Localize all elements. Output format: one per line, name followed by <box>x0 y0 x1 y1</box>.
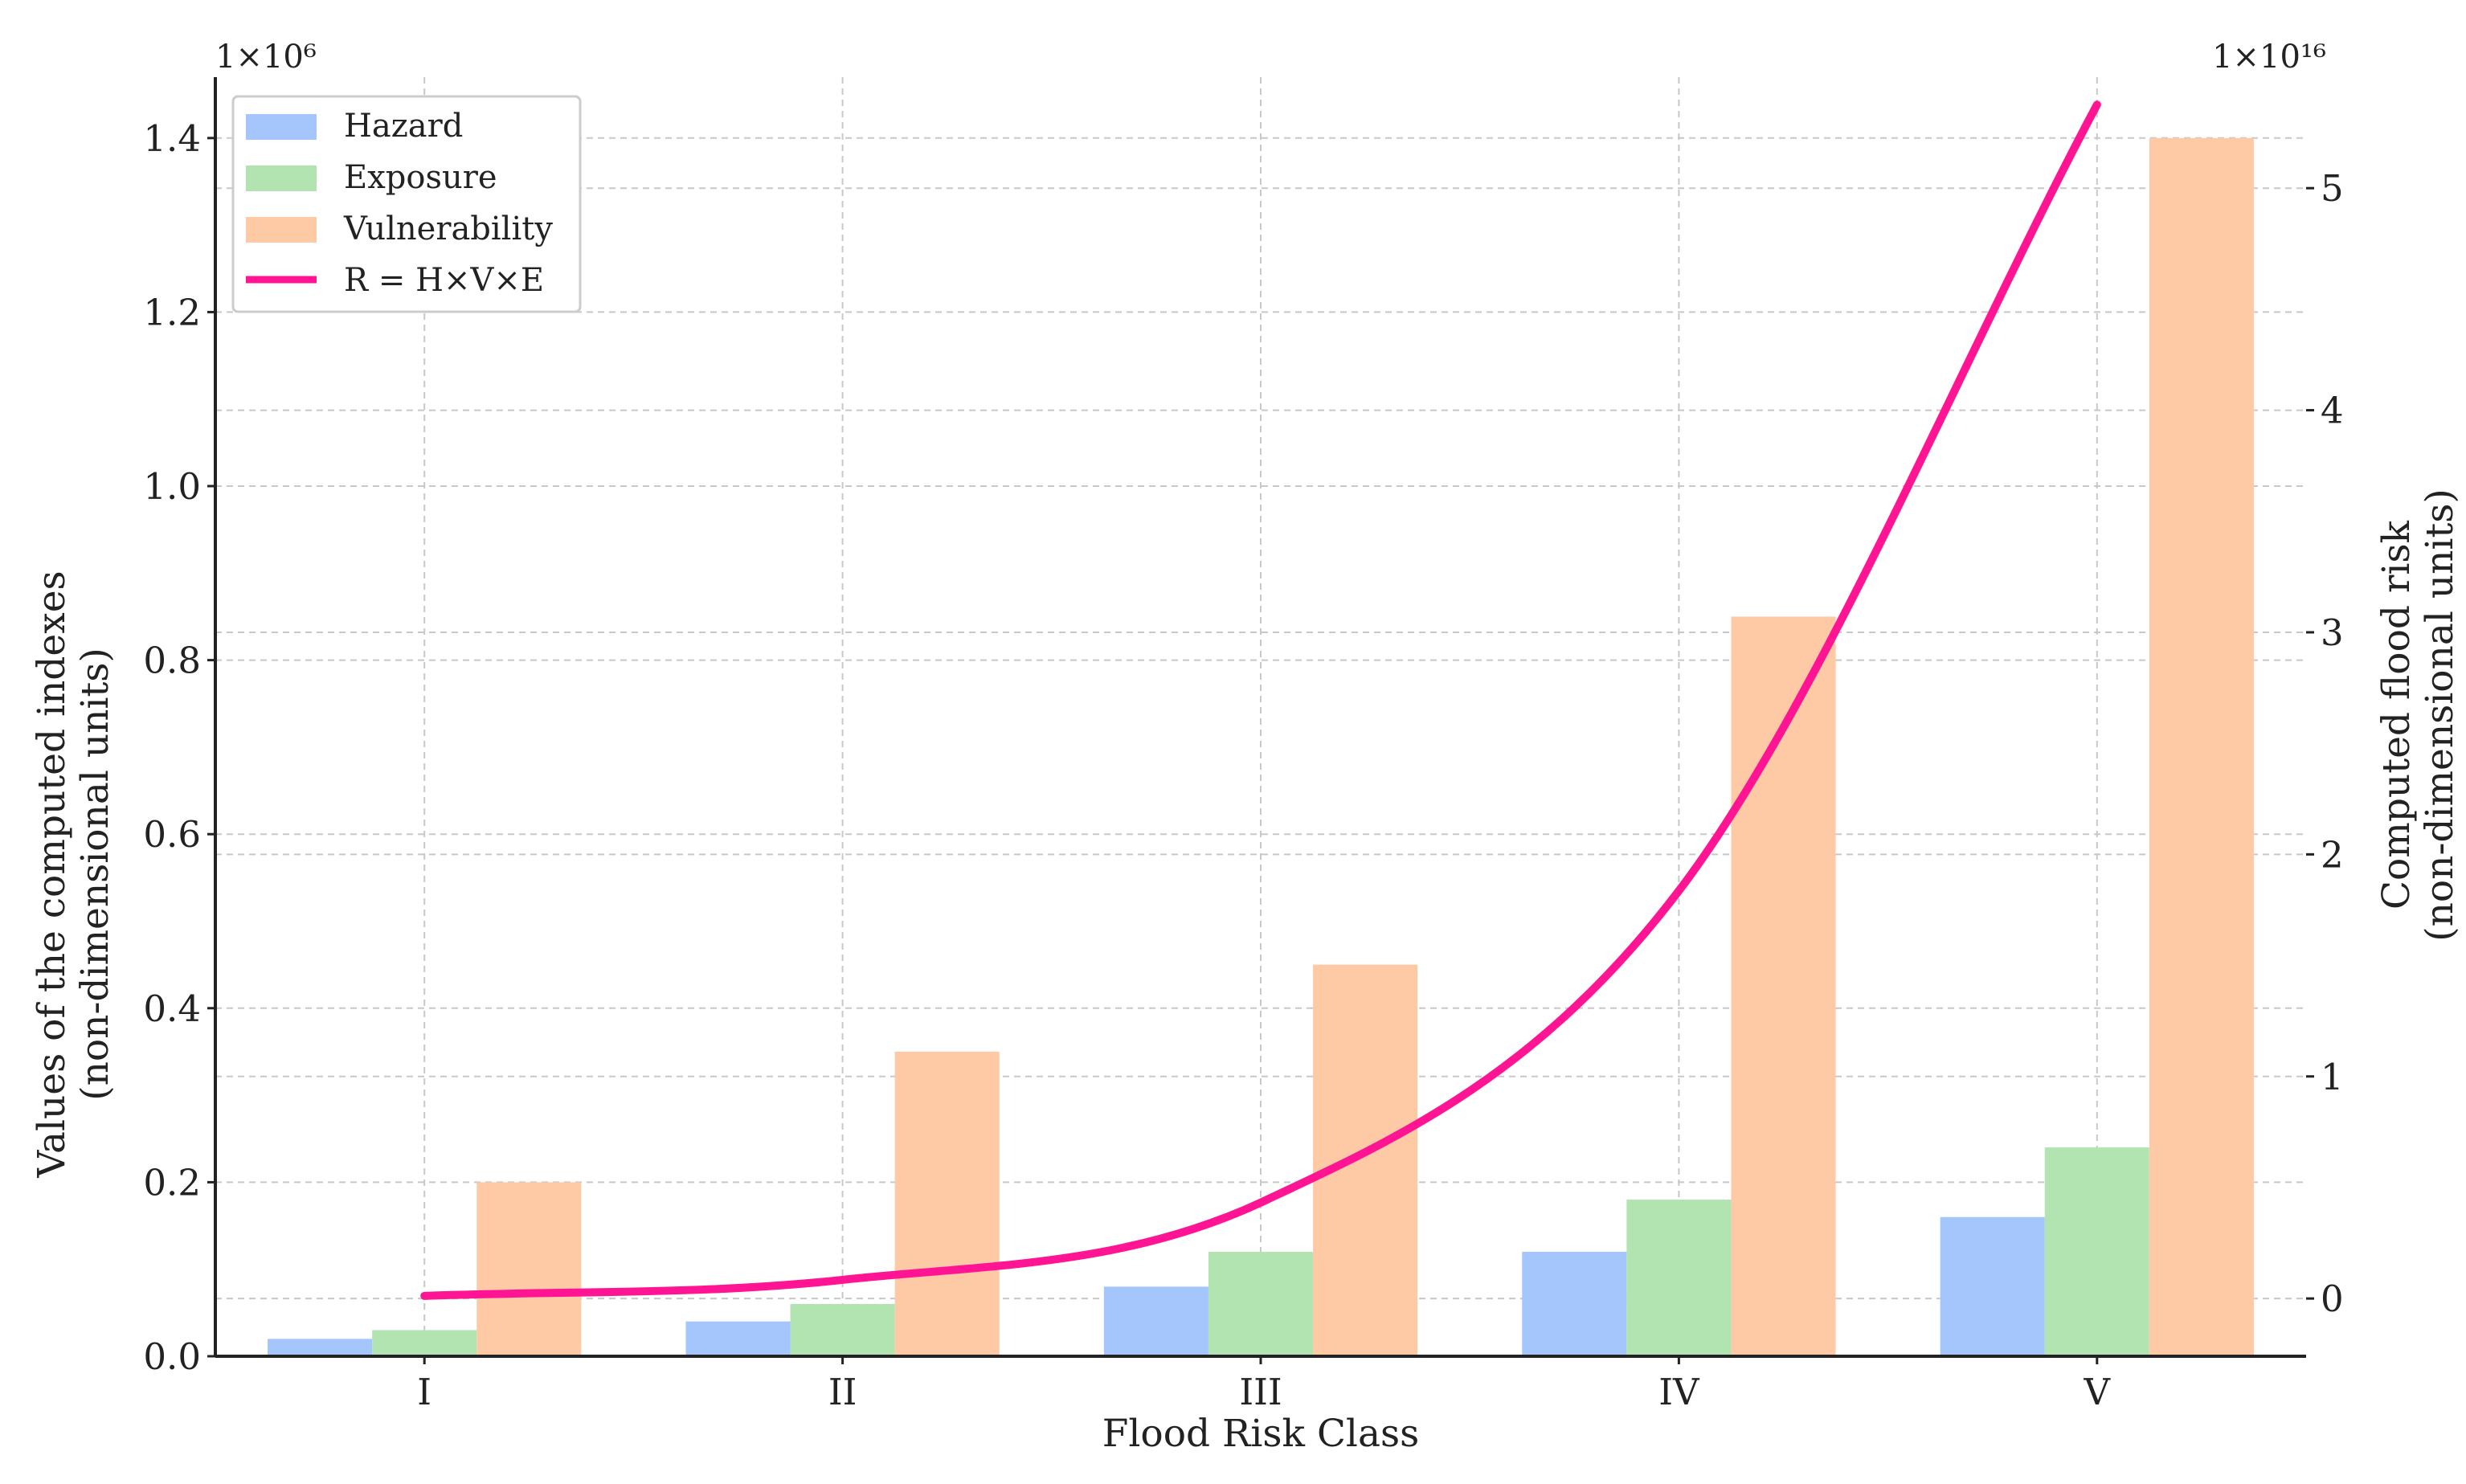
bar-hazard <box>1103 1286 1208 1356</box>
y-scale-label: 1×10⁶ <box>215 39 317 76</box>
y2-tick-label: 5 <box>2321 167 2344 210</box>
x-tick-label: II <box>828 1371 857 1413</box>
y-axis-title-line2: (non-dimensional units) <box>73 648 117 1100</box>
bar-vulnerability <box>894 1051 1000 1356</box>
y-tick-label: 1.4 <box>143 117 201 160</box>
y2-axis-title-line2: (non-dimensional units) <box>2418 489 2462 941</box>
bar-vulnerability <box>476 1182 582 1356</box>
bar-vulnerability <box>1313 964 1418 1356</box>
bar-vulnerability <box>1731 616 1836 1356</box>
risk-line-series <box>420 100 2101 1300</box>
x-tick-label: IV <box>1658 1371 1700 1413</box>
y-tick-label: 1.2 <box>143 291 201 333</box>
y-tick-label: 0.0 <box>143 1335 201 1378</box>
legend-frame <box>231 95 582 313</box>
x-tick-label: III <box>1239 1371 1282 1413</box>
y-tick-label: 0.6 <box>143 813 201 856</box>
y2-tick-label: 3 <box>2321 611 2344 654</box>
bar-hazard <box>1522 1252 1627 1356</box>
legend: Hazard Exposure Vulnerability R = H×V×E <box>231 95 582 313</box>
y2-tick-label: 2 <box>2321 833 2344 876</box>
legend-swatch-hazard <box>246 114 317 140</box>
legend-label-vulnerability: Vulnerability <box>343 211 553 247</box>
legend-label-risk: R = H×V×E <box>344 262 544 299</box>
y-tick-label: 0.8 <box>143 640 201 682</box>
bar-hazard <box>1940 1216 2045 1356</box>
legend-label-exposure: Exposure <box>344 159 497 196</box>
bar-exposure <box>1208 1252 1314 1356</box>
x-axis-title: Flood Risk Class <box>1102 1412 1419 1456</box>
y-tick-label: 0.2 <box>143 1161 201 1204</box>
bar-exposure <box>1626 1200 1732 1356</box>
y2-tick-label: 0 <box>2321 1278 2344 1320</box>
y2-axis-title-line1: Computed flood risk <box>2374 520 2419 909</box>
bar-exposure <box>2044 1147 2149 1356</box>
bar-hazard <box>268 1339 373 1356</box>
bar-exposure <box>790 1304 895 1356</box>
y2-scale-label: 1×10¹⁶ <box>2212 39 2326 76</box>
y-axis-title-line1: Values of the computed indexes <box>30 570 74 1178</box>
bar-hazard <box>685 1321 791 1356</box>
y2-tick-label: 1 <box>2321 1056 2344 1098</box>
bar-vulnerability <box>2149 137 2254 1356</box>
x-tick-label: I <box>417 1371 431 1413</box>
risk-line <box>420 100 2101 1300</box>
y2-tick-label: 4 <box>2321 390 2344 432</box>
legend-label-hazard: Hazard <box>344 108 463 145</box>
x-tick-label: V <box>2084 1371 2112 1413</box>
y-tick-label: 0.4 <box>143 987 201 1030</box>
bar-exposure <box>372 1330 477 1356</box>
y-tick-label: 1.0 <box>143 465 201 508</box>
legend-swatch-vulnerability <box>246 217 317 243</box>
legend-swatch-exposure <box>246 166 317 191</box>
bar-series <box>268 137 2254 1356</box>
